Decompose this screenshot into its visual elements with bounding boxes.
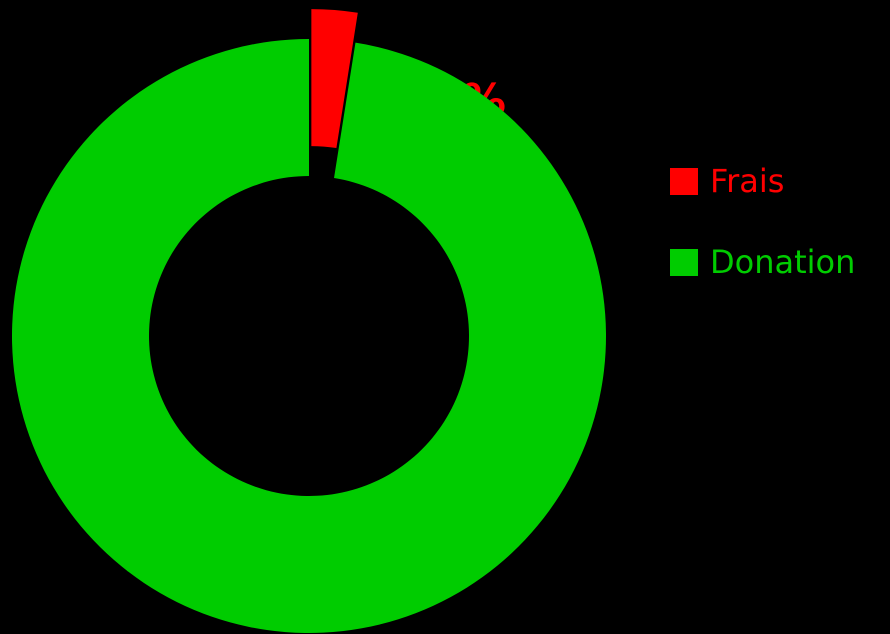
legend-swatch <box>670 168 698 195</box>
pie-slice <box>11 39 606 633</box>
legend-swatch <box>670 249 698 276</box>
legend-label: Donation <box>710 243 855 281</box>
pie-slice <box>311 9 358 149</box>
legend-label: Frais <box>710 162 784 200</box>
